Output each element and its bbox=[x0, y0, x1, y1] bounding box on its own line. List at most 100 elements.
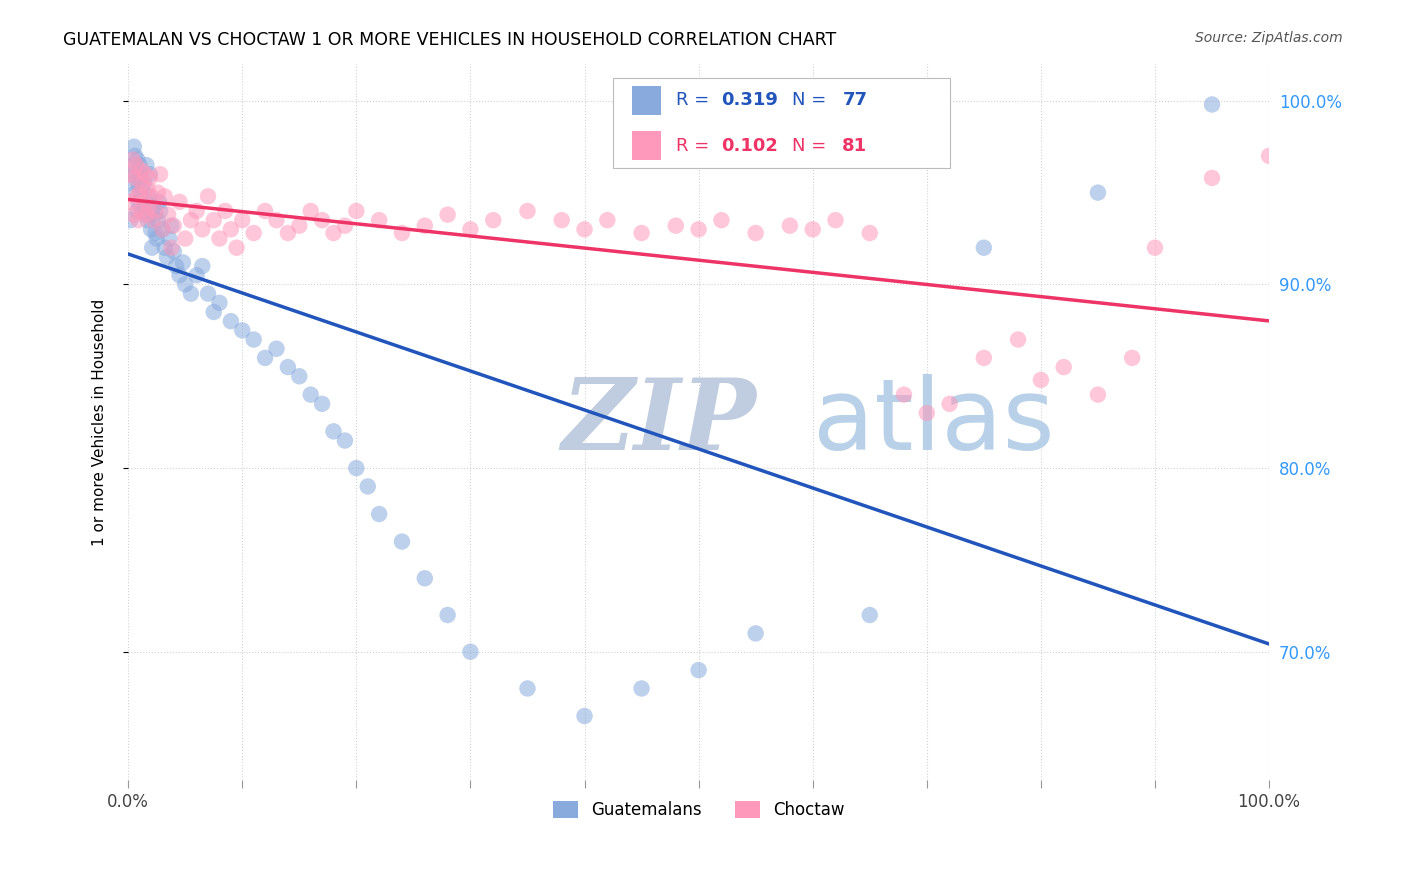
Point bbox=[574, 709, 596, 723]
Point bbox=[973, 351, 995, 365]
Point bbox=[299, 204, 322, 219]
Point bbox=[150, 222, 173, 236]
Point bbox=[157, 208, 180, 222]
Point bbox=[120, 213, 142, 227]
Point bbox=[122, 208, 145, 222]
Point bbox=[129, 204, 152, 219]
Point bbox=[135, 158, 157, 172]
Point bbox=[132, 204, 155, 219]
Point bbox=[391, 534, 413, 549]
Point bbox=[127, 177, 149, 191]
Point bbox=[127, 213, 149, 227]
Point bbox=[344, 204, 367, 219]
Point bbox=[574, 222, 596, 236]
Point bbox=[436, 208, 458, 222]
Point bbox=[460, 222, 482, 236]
Point bbox=[138, 189, 160, 203]
Point bbox=[145, 204, 167, 219]
Point bbox=[127, 194, 149, 209]
Point bbox=[344, 461, 367, 475]
Point bbox=[288, 219, 311, 233]
Point bbox=[121, 167, 143, 181]
Point bbox=[191, 222, 214, 236]
Point bbox=[311, 213, 333, 227]
Point bbox=[122, 158, 145, 172]
Point bbox=[127, 153, 149, 167]
Point bbox=[138, 200, 160, 214]
Point bbox=[859, 226, 882, 240]
Point bbox=[122, 139, 145, 153]
Point bbox=[231, 213, 253, 227]
Point bbox=[163, 244, 186, 259]
Point bbox=[124, 149, 146, 163]
Point bbox=[148, 194, 170, 209]
Point bbox=[127, 189, 149, 203]
Point bbox=[149, 204, 172, 219]
Point bbox=[630, 681, 652, 696]
Point bbox=[744, 226, 766, 240]
Point bbox=[134, 194, 156, 209]
Point bbox=[1201, 170, 1223, 185]
Point bbox=[131, 163, 153, 178]
Point bbox=[482, 213, 505, 227]
Point bbox=[197, 189, 219, 203]
Point bbox=[143, 208, 166, 222]
Text: R =: R = bbox=[676, 92, 714, 110]
Point bbox=[186, 204, 208, 219]
Point bbox=[219, 222, 242, 236]
Point bbox=[120, 194, 142, 209]
Point bbox=[665, 219, 688, 233]
Text: N =: N = bbox=[792, 92, 832, 110]
FancyBboxPatch shape bbox=[633, 87, 661, 115]
Point bbox=[551, 213, 574, 227]
Point bbox=[516, 204, 538, 219]
Point bbox=[127, 204, 149, 219]
Point bbox=[242, 333, 264, 347]
Point bbox=[136, 182, 159, 196]
Point bbox=[125, 186, 148, 200]
Point bbox=[125, 158, 148, 172]
Point bbox=[180, 213, 202, 227]
Point bbox=[125, 167, 148, 181]
Point bbox=[744, 626, 766, 640]
Point bbox=[266, 342, 288, 356]
Point bbox=[436, 607, 458, 622]
Point bbox=[214, 204, 236, 219]
Point bbox=[1053, 360, 1076, 375]
Point bbox=[254, 204, 277, 219]
Point bbox=[1087, 387, 1109, 401]
Legend: Guatemalans, Choctaw: Guatemalans, Choctaw bbox=[546, 794, 852, 826]
Point bbox=[688, 663, 710, 677]
Text: ZIP: ZIP bbox=[562, 374, 756, 470]
Point bbox=[141, 241, 163, 255]
Point bbox=[413, 219, 436, 233]
Point bbox=[172, 255, 194, 269]
Point bbox=[596, 213, 619, 227]
Point bbox=[174, 277, 197, 292]
Text: 0.102: 0.102 bbox=[721, 136, 779, 155]
Point bbox=[163, 219, 186, 233]
Point bbox=[1258, 149, 1281, 163]
Point bbox=[186, 268, 208, 283]
Point bbox=[413, 571, 436, 585]
Text: N =: N = bbox=[792, 136, 832, 155]
Point bbox=[121, 167, 143, 181]
Point bbox=[277, 360, 299, 375]
Point bbox=[242, 226, 264, 240]
Point bbox=[157, 231, 180, 245]
Point bbox=[1029, 373, 1052, 387]
Point bbox=[1087, 186, 1109, 200]
Point bbox=[779, 219, 801, 233]
Point bbox=[129, 189, 152, 203]
Point bbox=[146, 213, 169, 227]
Point bbox=[208, 295, 231, 310]
Point bbox=[197, 286, 219, 301]
Point bbox=[153, 241, 176, 255]
Point bbox=[146, 186, 169, 200]
Point bbox=[219, 314, 242, 328]
Point bbox=[710, 213, 733, 227]
Point bbox=[368, 507, 391, 521]
Point bbox=[1007, 333, 1029, 347]
Point bbox=[231, 323, 253, 337]
Point bbox=[169, 194, 191, 209]
